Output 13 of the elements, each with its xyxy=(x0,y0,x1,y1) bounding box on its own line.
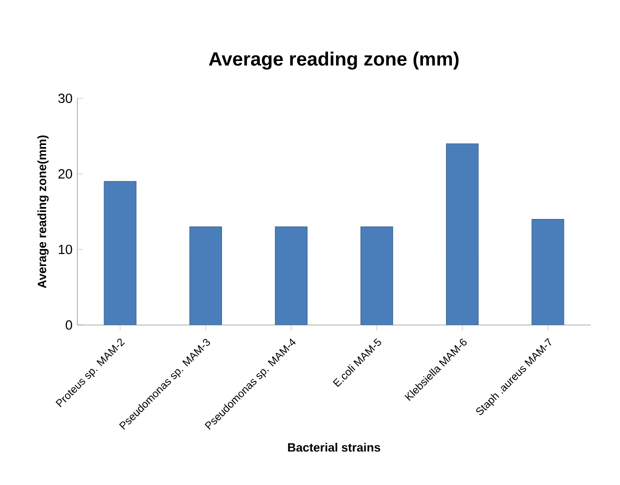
x-axis-title: Bacterial strains xyxy=(288,442,380,452)
bar xyxy=(532,218,564,325)
chart-title: Average reading zone (mm) xyxy=(208,52,459,70)
y-axis-title: Average reading zone(mm) xyxy=(37,135,49,288)
bar xyxy=(274,226,308,325)
bar xyxy=(189,226,222,325)
bar xyxy=(104,181,136,325)
y-tick-label: 30 xyxy=(58,94,72,104)
y-tick-label: 10 xyxy=(58,244,72,254)
y-tick-label: 20 xyxy=(58,169,72,179)
y-tick-label: 0 xyxy=(66,320,72,330)
bar xyxy=(360,226,394,325)
bar xyxy=(446,143,479,325)
